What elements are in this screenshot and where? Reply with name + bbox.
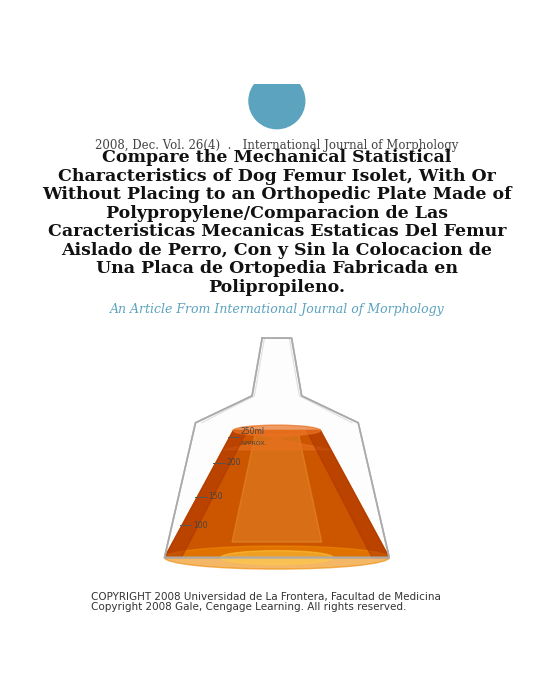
Text: Copyright 2008 Gale, Cengage Learning. All rights reserved.: Copyright 2008 Gale, Cengage Learning. A… bbox=[91, 602, 406, 612]
Polygon shape bbox=[232, 434, 322, 542]
Text: 250ml: 250ml bbox=[241, 427, 265, 436]
Polygon shape bbox=[164, 338, 390, 557]
Polygon shape bbox=[164, 430, 390, 557]
Circle shape bbox=[249, 74, 305, 129]
Text: Polipropileno.: Polipropileno. bbox=[208, 279, 345, 296]
Polygon shape bbox=[223, 430, 331, 450]
Text: Aislado de Perro, Con y Sin la Colocacion de: Aislado de Perro, Con y Sin la Colocacio… bbox=[61, 242, 492, 259]
Text: Compare the Mechanical Statistical: Compare the Mechanical Statistical bbox=[102, 150, 452, 167]
Ellipse shape bbox=[164, 546, 390, 569]
Text: COPYRIGHT 2008 Universidad de La Frontera, Facultad de Medicina: COPYRIGHT 2008 Universidad de La Fronter… bbox=[91, 592, 441, 602]
Text: 200: 200 bbox=[227, 458, 241, 468]
Text: An Article From International Journal of Morphology: An Article From International Journal of… bbox=[109, 304, 444, 316]
Text: 2008, Dec. Vol. 26(4)  .   International Journal of Morphology: 2008, Dec. Vol. 26(4) . International Jo… bbox=[95, 139, 459, 153]
Ellipse shape bbox=[233, 425, 320, 436]
Polygon shape bbox=[307, 430, 390, 557]
Text: 150: 150 bbox=[208, 492, 223, 501]
Polygon shape bbox=[164, 430, 247, 557]
Text: Without Placing to an Orthopedic Plate Made of: Without Placing to an Orthopedic Plate M… bbox=[42, 186, 512, 204]
Text: 100: 100 bbox=[193, 521, 207, 530]
Ellipse shape bbox=[221, 551, 333, 564]
Text: Caracteristicas Mecanicas Estaticas Del Femur: Caracteristicas Mecanicas Estaticas Del … bbox=[48, 223, 506, 240]
Text: Characteristics of Dog Femur Isolet, With Or: Characteristics of Dog Femur Isolet, Wit… bbox=[58, 168, 496, 185]
Text: Una Placa de Ortopedia Fabricada en: Una Placa de Ortopedia Fabricada en bbox=[96, 260, 458, 277]
Text: APPROX.: APPROX. bbox=[241, 440, 267, 445]
Text: Polypropylene/Comparacion de Las: Polypropylene/Comparacion de Las bbox=[106, 205, 448, 222]
